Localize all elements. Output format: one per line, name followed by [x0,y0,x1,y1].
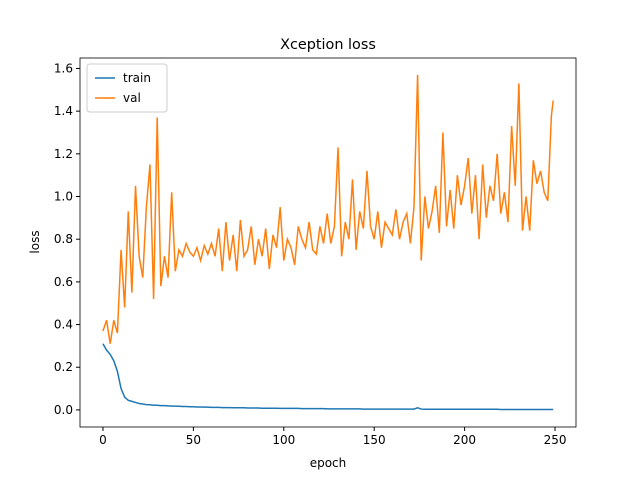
legend-box [86,63,168,113]
x-tick-label: 100 [272,433,295,447]
legend-label: val [123,91,141,105]
x-tick-label: 50 [186,433,201,447]
y-tick-label: 0.8 [54,232,73,246]
x-tick-label: 200 [453,433,476,447]
line-val [102,74,554,344]
chart-title: Xception loss [280,37,376,53]
x-axis-label: epoch [310,456,347,470]
x-tick-label: 0 [99,433,107,447]
x-tick-label: 250 [544,433,567,447]
axes-frame [79,57,577,428]
y-tick-label: 1.0 [54,190,73,204]
y-tick-label: 0.6 [54,275,73,289]
y-tick-label: 1.4 [54,104,73,118]
x-tick-label: 150 [363,433,386,447]
legend-label: train [123,71,151,85]
y-tick-label: 1.6 [54,61,73,75]
y-tick-label: 1.2 [54,147,73,161]
y-tick-label: 0.0 [54,403,73,417]
y-tick-label: 0.4 [54,318,73,332]
y-axis-label: loss [28,230,42,253]
line-train [102,343,554,411]
y-tick-label: 0.2 [54,360,73,374]
